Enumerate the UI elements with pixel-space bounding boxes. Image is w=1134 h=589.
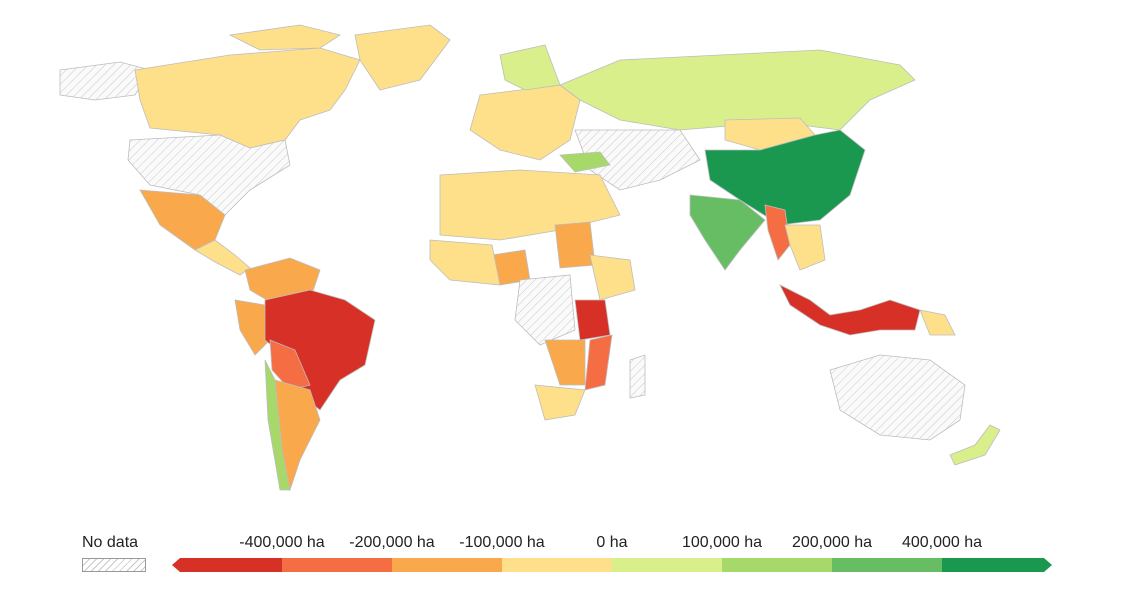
region-madagascar bbox=[629, 354, 646, 399]
region-tanzania bbox=[574, 299, 611, 341]
legend-color-scale bbox=[172, 558, 1052, 572]
region-png bbox=[919, 309, 956, 336]
legend-swatch-5 bbox=[612, 558, 722, 572]
region-alaska bbox=[59, 61, 151, 101]
legend: No data -400,000 ha -200,000 ha -100,000… bbox=[0, 520, 1134, 580]
region-central-africa bbox=[514, 274, 576, 346]
region-south-africa bbox=[534, 384, 586, 421]
region-east-africa bbox=[589, 254, 636, 301]
region-sudan bbox=[554, 221, 596, 269]
legend-swatch-3 bbox=[392, 558, 502, 572]
legend-tick-1: -400,000 ha bbox=[239, 534, 325, 551]
region-peru bbox=[234, 299, 271, 356]
legend-swatch-7 bbox=[832, 558, 942, 572]
region-myanmar bbox=[764, 204, 791, 261]
region-north-africa bbox=[439, 169, 621, 241]
region-russia bbox=[559, 49, 916, 131]
region-usa bbox=[127, 134, 291, 216]
legend-tick-3: -100,000 ha bbox=[459, 534, 545, 551]
region-southern-central-africa bbox=[544, 339, 586, 386]
region-mozambique bbox=[584, 334, 613, 391]
region-europe bbox=[469, 84, 581, 161]
region-central-asia bbox=[574, 129, 701, 191]
legend-tick-6: 200,000 ha bbox=[791, 534, 873, 551]
legend-tick-5: 100,000 ha bbox=[681, 534, 763, 551]
region-scandinavia bbox=[499, 44, 561, 91]
legend-swatch-1 bbox=[172, 558, 282, 572]
region-central-america bbox=[194, 239, 251, 276]
region-indonesia bbox=[779, 284, 921, 336]
legend-tick-7: 400,000 ha bbox=[901, 534, 983, 551]
region-arctic-islands bbox=[228, 24, 341, 51]
region-canada bbox=[134, 47, 361, 149]
region-china bbox=[704, 129, 866, 226]
region-greenland bbox=[354, 24, 451, 91]
legend-swatch-6 bbox=[722, 558, 832, 572]
legend-swatch-8 bbox=[942, 558, 1052, 572]
region-west-africa bbox=[429, 239, 501, 286]
legend-swatch-4 bbox=[502, 558, 612, 572]
region-australia bbox=[829, 354, 966, 441]
legend-swatch-2 bbox=[282, 558, 392, 572]
region-indochina bbox=[784, 224, 826, 271]
legend-tick-2: -200,000 ha bbox=[349, 534, 435, 551]
world-map bbox=[59, 24, 1001, 492]
legend-tick-4: 0 ha bbox=[596, 534, 628, 551]
no-data-swatch bbox=[82, 558, 146, 572]
no-data-label: No data bbox=[82, 534, 139, 551]
region-chile bbox=[264, 359, 291, 491]
region-new-zealand bbox=[949, 424, 1001, 466]
region-turkey bbox=[559, 151, 611, 173]
region-india bbox=[689, 194, 766, 271]
